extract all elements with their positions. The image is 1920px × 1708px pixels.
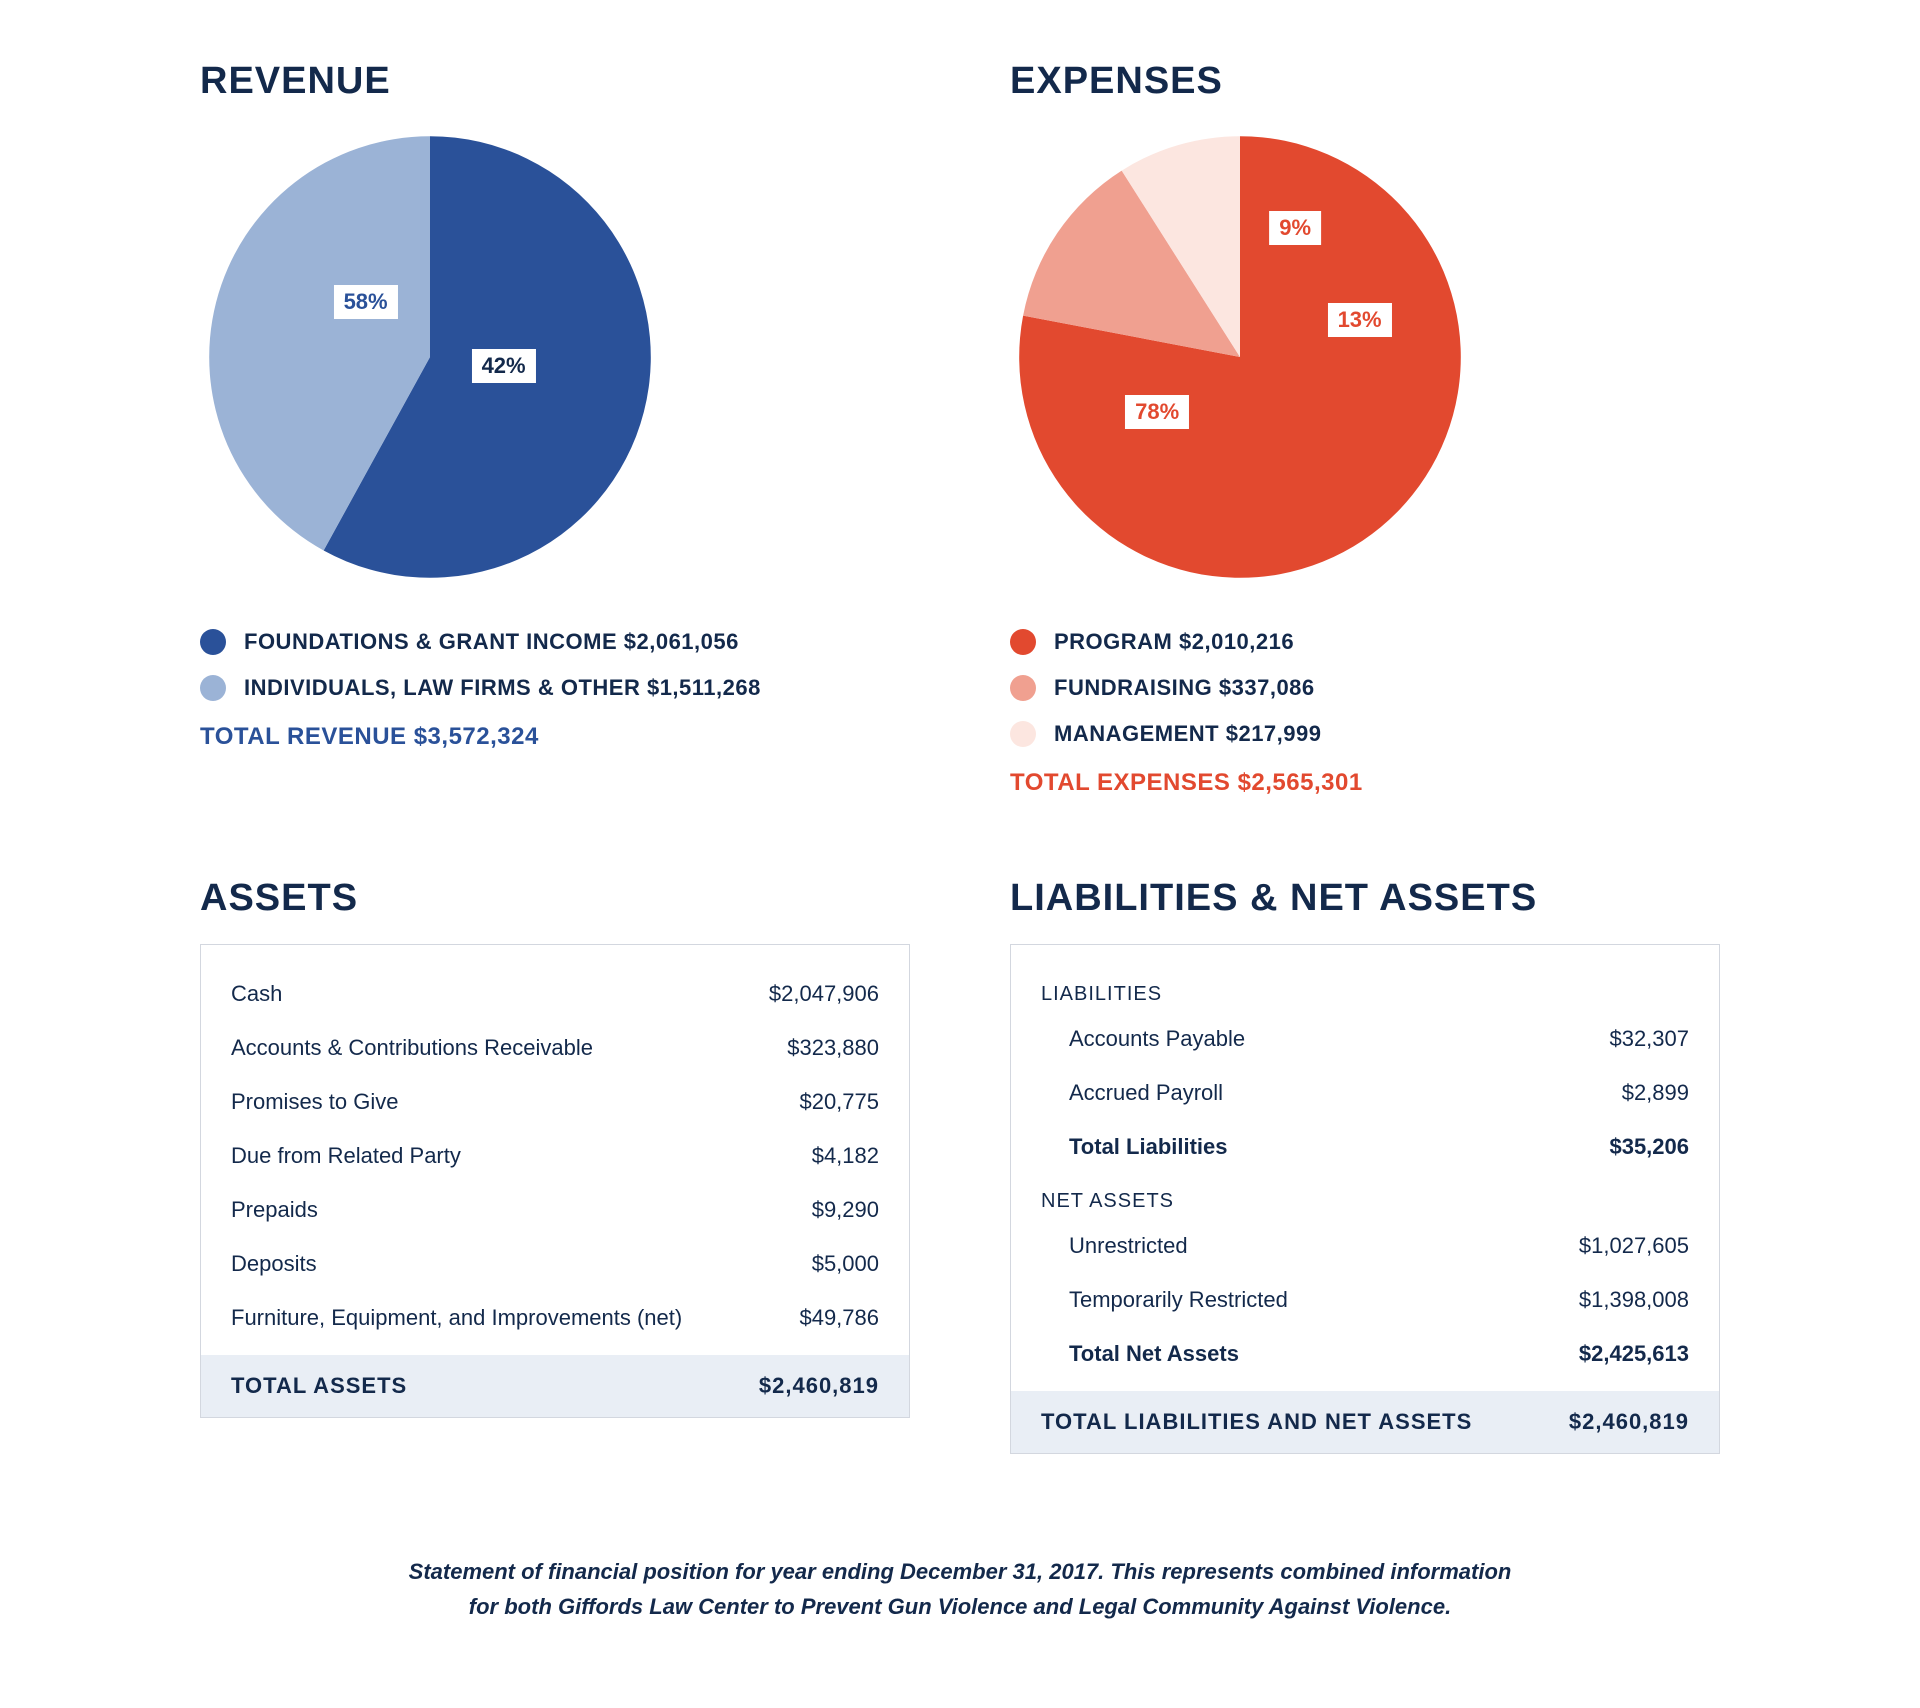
row-label: Furniture, Equipment, and Improvements (… (231, 1305, 682, 1331)
legend-swatch (1010, 675, 1036, 701)
subtotal-value: $2,425,613 (1579, 1341, 1689, 1367)
row-value: $1,027,605 (1579, 1233, 1689, 1259)
footnote: Statement of financial position for year… (200, 1554, 1720, 1624)
row-label: Accrued Payroll (1069, 1080, 1223, 1106)
legend-label: PROGRAM $2,010,216 (1054, 629, 1294, 655)
row-value: $9,290 (812, 1197, 879, 1223)
expenses-section: EXPENSES 78% 13% 9% PROGRAM $2,010,216 FUND… (1010, 60, 1720, 797)
table-row: Due from Related Party $4,182 (231, 1129, 879, 1183)
table-row: Furniture, Equipment, and Improvements (… (231, 1291, 879, 1345)
legend-swatch (200, 675, 226, 701)
row-label: Temporarily Restricted (1069, 1287, 1288, 1313)
table-row: Promises to Give $20,775 (231, 1075, 879, 1129)
pie-slice-label: 13% (1328, 303, 1392, 337)
pie-slice-label: 9% (1269, 211, 1321, 245)
row-label: Promises to Give (231, 1089, 399, 1115)
expenses-total-label: TOTAL EXPENSES (1010, 769, 1230, 796)
legend-amount: $1,511,268 (647, 675, 761, 700)
subtotal-label: Total Liabilities (1069, 1134, 1228, 1160)
liabilities-total-label: TOTAL LIABILITIES AND NET ASSETS (1041, 1409, 1472, 1435)
revenue-pie-chart: 58% 42% (200, 127, 660, 587)
footnote-line2: for both Giffords Law Center to Prevent … (469, 1594, 1451, 1619)
row-label: Due from Related Party (231, 1143, 461, 1169)
pie-slice-label: 78% (1125, 395, 1189, 429)
assets-title: ASSETS (200, 877, 910, 920)
row-value: $32,307 (1609, 1026, 1689, 1052)
revenue-section: REVENUE 58% 42% FOUNDATIONS & GRANT INCOM… (200, 60, 910, 797)
expenses-title: EXPENSES (1010, 60, 1720, 103)
group-header: NET ASSETS (1041, 1174, 1689, 1219)
expenses-total: TOTAL EXPENSES $2,565,301 (1010, 769, 1720, 797)
assets-section: ASSETS Cash $2,047,906 Accounts & Contribu… (200, 877, 910, 1454)
subtotal-label: Total Net Assets (1069, 1341, 1239, 1367)
legend-swatch (1010, 629, 1036, 655)
table-row: Accrued Payroll $2,899 (1041, 1066, 1689, 1120)
legend-item: FOUNDATIONS & GRANT INCOME $2,061,056 (200, 619, 910, 665)
row-value: $2,899 (1622, 1080, 1689, 1106)
legend-label: FUNDRAISING $337,086 (1054, 675, 1315, 701)
liabilities-total-value: $2,460,819 (1569, 1409, 1689, 1435)
table-row: Accounts Payable $32,307 (1041, 1012, 1689, 1066)
liabilities-title: LIABILITIES & NET ASSETS (1010, 877, 1720, 920)
pie-slice-label: 42% (472, 349, 536, 383)
legend-item: FUNDRAISING $337,086 (1010, 665, 1720, 711)
footnote-line1: Statement of financial position for year… (409, 1559, 1512, 1584)
row-label: Cash (231, 981, 282, 1007)
revenue-legend: FOUNDATIONS & GRANT INCOME $2,061,056 IND… (200, 619, 910, 711)
row-label: Accounts & Contributions Receivable (231, 1035, 593, 1061)
legend-item: PROGRAM $2,010,216 (1010, 619, 1720, 665)
assets-total-label: TOTAL ASSETS (231, 1373, 407, 1399)
assets-total-value: $2,460,819 (759, 1373, 879, 1399)
legend-amount: $337,086 (1219, 675, 1315, 700)
expenses-pie-chart: 78% 13% 9% (1010, 127, 1470, 587)
legend-label: MANAGEMENT $217,999 (1054, 721, 1321, 747)
legend-item: INDIVIDUALS, LAW FIRMS & OTHER $1,511,26… (200, 665, 910, 711)
expenses-total-amount: $2,565,301 (1238, 769, 1363, 796)
row-label: Accounts Payable (1069, 1026, 1245, 1052)
revenue-title: REVENUE (200, 60, 910, 103)
table-row: Prepaids $9,290 (231, 1183, 879, 1237)
legend-swatch (200, 629, 226, 655)
legend-swatch (1010, 721, 1036, 747)
row-value: $2,047,906 (769, 981, 879, 1007)
group-header: LIABILITIES (1041, 967, 1689, 1012)
assets-total-row: TOTAL ASSETS $2,460,819 (201, 1355, 909, 1417)
table-row: Temporarily Restricted $1,398,008 (1041, 1273, 1689, 1327)
legend-label: INDIVIDUALS, LAW FIRMS & OTHER $1,511,26… (244, 675, 761, 701)
legend-amount: $217,999 (1226, 721, 1322, 746)
liabilities-total-row: TOTAL LIABILITIES AND NET ASSETS $2,460,… (1011, 1391, 1719, 1453)
legend-amount: $2,010,216 (1179, 629, 1294, 654)
table-row: Accounts & Contributions Receivable $323,… (231, 1021, 879, 1075)
table-row: Deposits $5,000 (231, 1237, 879, 1291)
revenue-total-amount: $3,572,324 (414, 723, 539, 750)
assets-table: Cash $2,047,906 Accounts & Contributions R… (200, 944, 910, 1418)
row-value: $5,000 (812, 1251, 879, 1277)
liabilities-section: LIABILITIES & NET ASSETS LIABILITIESAcco… (1010, 877, 1720, 1454)
row-value: $323,880 (787, 1035, 879, 1061)
expenses-legend: PROGRAM $2,010,216 FUNDRAISING $337,086 MA… (1010, 619, 1720, 757)
revenue-total: TOTAL REVENUE $3,572,324 (200, 723, 910, 751)
liabilities-table: LIABILITIES Accounts Payable $32,307 Accrue… (1010, 944, 1720, 1454)
row-label: Deposits (231, 1251, 317, 1277)
row-label: Prepaids (231, 1197, 318, 1223)
legend-amount: $2,061,056 (624, 629, 739, 654)
pie-slice-label: 58% (334, 285, 398, 319)
table-row: Cash $2,047,906 (231, 967, 879, 1021)
legend-label: FOUNDATIONS & GRANT INCOME $2,061,056 (244, 629, 739, 655)
legend-item: MANAGEMENT $217,999 (1010, 711, 1720, 757)
row-value: $49,786 (799, 1305, 879, 1331)
subtotal-value: $35,206 (1609, 1134, 1689, 1160)
row-value: $1,398,008 (1579, 1287, 1689, 1313)
row-value: $20,775 (799, 1089, 879, 1115)
row-value: $4,182 (812, 1143, 879, 1169)
table-row: Unrestricted $1,027,605 (1041, 1219, 1689, 1273)
revenue-total-label: TOTAL REVENUE (200, 723, 407, 750)
subtotal-row: Total Liabilities $35,206 (1041, 1120, 1689, 1174)
subtotal-row: Total Net Assets $2,425,613 (1041, 1327, 1689, 1381)
row-label: Unrestricted (1069, 1233, 1188, 1259)
